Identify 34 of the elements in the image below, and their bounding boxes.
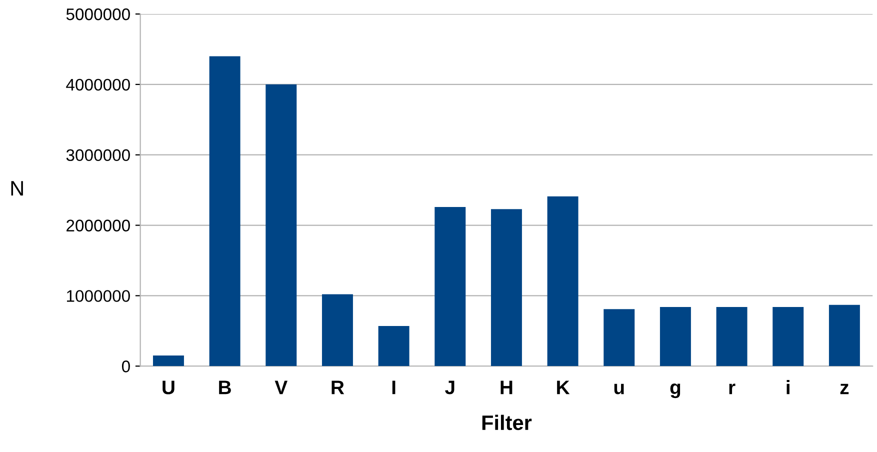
bar <box>152 356 184 366</box>
x-tick-label: u <box>614 384 624 394</box>
y-axis-title: N <box>11 181 23 196</box>
y-tick-label: 1000000 <box>66 290 130 302</box>
x-tick-label: R <box>332 380 344 394</box>
x-tick-label: K <box>557 380 570 394</box>
bar <box>434 206 466 366</box>
bar <box>322 294 353 366</box>
bar <box>266 84 297 366</box>
x-tick-label: H <box>500 380 512 394</box>
bar <box>209 56 240 366</box>
y-tick-label: 2000000 <box>66 220 130 232</box>
bar <box>490 209 522 366</box>
x-axis-title: Filter <box>482 414 532 430</box>
x-tick-label: i <box>786 380 790 394</box>
x-tick-label: z <box>840 384 849 394</box>
x-tick-label: r <box>729 384 736 394</box>
bar <box>604 309 635 366</box>
y-tick-label: 3000000 <box>66 149 130 162</box>
x-tick-label: V <box>274 380 288 394</box>
bar <box>772 306 804 366</box>
y-tick-label: 5000000 <box>66 8 130 20</box>
y-tick-label: 4000000 <box>66 78 130 91</box>
x-tick-label: I <box>392 380 396 394</box>
bar <box>660 306 691 366</box>
x-tick-label: B <box>219 380 231 394</box>
bar <box>547 196 578 366</box>
bar <box>378 326 410 366</box>
bar <box>828 304 860 366</box>
x-tick-label: g <box>670 384 680 398</box>
bar <box>716 306 748 366</box>
x-tick-label: U <box>162 380 174 394</box>
x-tick-label: J <box>445 380 454 394</box>
y-tick-label: 0 <box>122 360 130 372</box>
